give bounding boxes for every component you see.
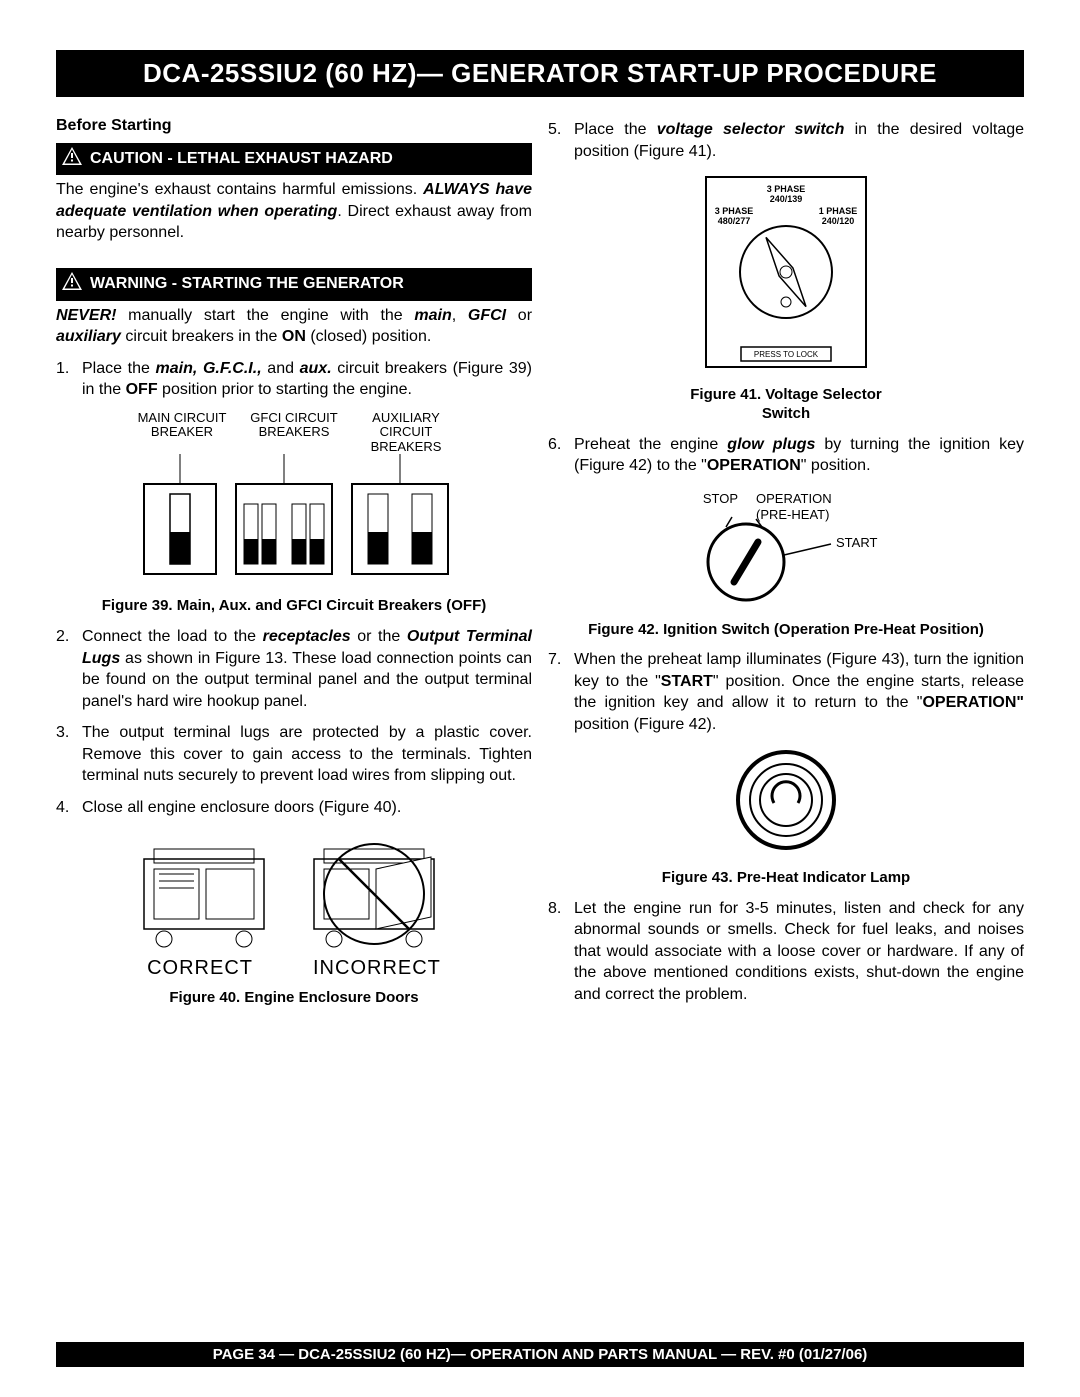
correct-label: CORRECT	[147, 955, 253, 982]
caution-banner: CAUTION - LETHAL EXHAUST HAZARD	[56, 143, 532, 176]
preheat-lamp-diagram	[726, 745, 846, 855]
svg-text:START: START	[836, 535, 877, 550]
content-columns: Before Starting CAUTION - LETHAL EXHAUST…	[56, 109, 1024, 1018]
svg-text:(PRE-HEAT): (PRE-HEAT)	[756, 507, 829, 522]
figure-40-caption: Figure 40. Engine Enclosure Doors	[56, 988, 532, 1008]
figure-41-caption: Figure 41. Voltage Selector Switch	[686, 385, 886, 424]
warning-text: NEVER! manually start the engine with th…	[56, 305, 532, 348]
svg-text:1 PHASE: 1 PHASE	[819, 206, 858, 216]
figure-39: MAIN CIRCUIT BREAKER GFCI CIRCUIT BREAKE…	[56, 411, 532, 590]
breaker-diagram	[124, 454, 464, 584]
step-3: 3. The output terminal lugs are protecte…	[56, 722, 532, 787]
step-7: 7. When the preheat lamp illuminates (Fi…	[548, 649, 1024, 735]
step-4: 4. Close all engine enclosure doors (Fig…	[56, 797, 532, 819]
warning-label: WARNING - STARTING THE GENERATOR	[90, 273, 404, 295]
svg-text:PRESS TO LOCK: PRESS TO LOCK	[754, 350, 819, 359]
before-starting-heading: Before Starting	[56, 115, 532, 137]
warning-icon	[62, 272, 82, 297]
step-5: 5. Place the voltage selector switch in …	[548, 119, 1024, 162]
breaker-label-main: MAIN CIRCUIT BREAKER	[137, 411, 227, 454]
step-2: 2. Connect the load to the receptacles o…	[56, 626, 532, 712]
figure-39-caption: Figure 39. Main, Aux. and GFCI Circuit B…	[56, 596, 532, 616]
figure-43-caption: Figure 43. Pre-Heat Indicator Lamp	[548, 868, 1024, 888]
step-8: 8. Let the engine run for 3-5 minutes, l…	[548, 898, 1024, 1006]
caution-text: The engine's exhaust contains harmful em…	[56, 179, 532, 244]
breaker-label-gfci: GFCI CIRCUIT BREAKERS	[249, 411, 339, 454]
voltage-selector-diagram: 3 PHASE 240/139 3 PHASE 480/277 1 PHASE …	[696, 172, 876, 372]
breaker-label-aux: AUXILIARY CIRCUIT BREAKERS	[361, 411, 451, 454]
caution-label: CAUTION - LETHAL EXHAUST HAZARD	[90, 148, 393, 170]
right-column: 5. Place the voltage selector switch in …	[548, 109, 1024, 1018]
page-footer: PAGE 34 — DCA-25SSIU2 (60 HZ)— OPERATION…	[56, 1342, 1024, 1367]
ignition-diagram: STOP OPERATION (PRE-HEAT) START	[656, 487, 916, 607]
svg-text:3 PHASE: 3 PHASE	[715, 206, 754, 216]
left-column: Before Starting CAUTION - LETHAL EXHAUST…	[56, 109, 532, 1018]
svg-text:OPERATION: OPERATION	[756, 491, 832, 506]
warning-banner: WARNING - STARTING THE GENERATOR	[56, 268, 532, 301]
svg-text:3 PHASE: 3 PHASE	[767, 184, 806, 194]
figure-42-caption: Figure 42. Ignition Switch (Operation Pr…	[548, 620, 1024, 640]
svg-text:STOP: STOP	[703, 491, 738, 506]
figure-43	[548, 745, 1024, 862]
svg-text:240/139: 240/139	[770, 194, 803, 204]
figure-41: 3 PHASE 240/139 3 PHASE 480/277 1 PHASE …	[548, 172, 1024, 379]
enclosure-diagram	[114, 829, 474, 949]
page-title: DCA-25SSIU2 (60 HZ)— GENERATOR START-UP …	[56, 50, 1024, 97]
svg-text:480/277: 480/277	[718, 216, 751, 226]
figure-42: STOP OPERATION (PRE-HEAT) START	[548, 487, 1024, 614]
svg-text:240/120: 240/120	[822, 216, 855, 226]
step-1: 1. Place the main, G.F.C.I., and aux. ci…	[56, 358, 532, 401]
figure-40: CORRECT INCORRECT	[56, 829, 532, 983]
incorrect-label: INCORRECT	[313, 955, 441, 982]
warning-icon	[62, 147, 82, 172]
step-6: 6. Preheat the engine glow plugs by turn…	[548, 434, 1024, 477]
